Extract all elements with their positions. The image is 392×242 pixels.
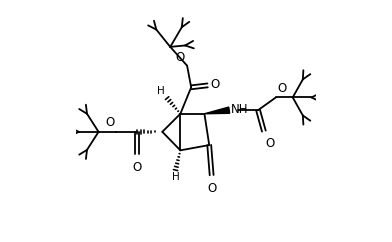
Text: NH: NH [230, 103, 248, 116]
Text: O: O [265, 137, 274, 150]
Text: O: O [211, 78, 220, 91]
Polygon shape [204, 107, 230, 114]
Text: O: O [175, 51, 184, 64]
Text: H: H [158, 86, 165, 97]
Text: O: O [105, 116, 114, 129]
Text: O: O [277, 82, 287, 95]
Text: O: O [207, 182, 216, 195]
Text: O: O [132, 161, 142, 174]
Text: H: H [172, 173, 180, 182]
